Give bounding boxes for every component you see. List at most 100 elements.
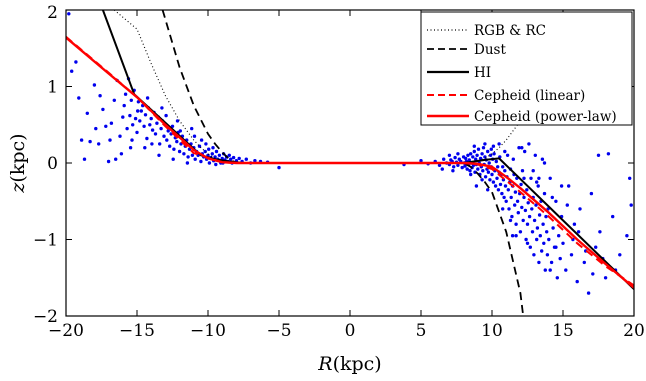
scatter-point	[628, 176, 632, 180]
scatter-point	[447, 153, 452, 157]
scatter-point	[159, 126, 163, 131]
scatter-point	[541, 222, 545, 226]
scatter-point	[514, 222, 518, 226]
scatter-point	[197, 144, 202, 148]
scatter-point	[575, 279, 579, 284]
scatter-point	[119, 152, 124, 156]
scatter-point	[533, 153, 537, 157]
scatter-point	[480, 178, 484, 182]
scatter-point	[488, 153, 493, 157]
scatter-point	[440, 167, 444, 171]
scatter-point	[128, 146, 133, 150]
scatter-point	[214, 162, 218, 167]
y-tick-label: 0	[47, 154, 58, 174]
y-axis-label: z(kpc)	[7, 133, 29, 193]
scatter-point	[535, 226, 540, 230]
scatter-points	[67, 12, 633, 295]
scatter-point	[531, 169, 535, 173]
scatter-point	[518, 230, 523, 234]
scatter-point	[79, 138, 84, 142]
scatter-point	[543, 268, 547, 272]
scatter-point	[537, 260, 541, 265]
scatter-point	[98, 94, 102, 98]
scatter-point	[160, 106, 164, 110]
scatter-point	[244, 157, 248, 161]
scatter-point	[510, 214, 514, 219]
scatter-point	[480, 152, 484, 156]
scatter-point	[464, 156, 468, 161]
x-tick-label: 20	[623, 321, 645, 341]
x-axis-label-unit: (kpc)	[333, 353, 382, 375]
y-tick-label: −1	[33, 231, 58, 251]
scatter-point	[472, 149, 476, 154]
scatter-point	[521, 218, 525, 223]
x-axis-label: R(kpc)	[317, 353, 381, 375]
scatter-point	[155, 121, 159, 125]
scatter-point	[506, 188, 510, 192]
scatter-point	[149, 116, 153, 121]
scatter-point	[207, 147, 211, 151]
scatter-point	[118, 134, 122, 138]
scatter-point	[528, 245, 532, 249]
scatter-point	[569, 253, 574, 257]
scatter-point	[582, 260, 586, 265]
scatter-point	[503, 184, 508, 188]
scatter-point	[501, 165, 505, 169]
scatter-point	[190, 153, 195, 157]
scatter-point	[486, 149, 490, 154]
scatter-point	[133, 116, 138, 121]
scatter-point	[532, 253, 536, 257]
scatter-point	[145, 136, 149, 141]
scatter-point	[150, 128, 155, 132]
scatter-point	[463, 164, 467, 168]
scatter-point	[629, 203, 633, 207]
scatter-point	[501, 207, 505, 211]
scatter-point	[217, 153, 222, 157]
legend-label-dust: Dust	[474, 42, 506, 58]
scatter-point	[501, 178, 506, 182]
legend-box	[420, 11, 633, 126]
scatter-point	[229, 157, 233, 161]
scatter-point	[545, 230, 549, 234]
x-axis-label-var: R	[317, 353, 332, 375]
scatter-point	[559, 184, 564, 188]
scatter-point	[551, 226, 555, 230]
scatter-point	[442, 157, 446, 161]
scatter-point	[502, 195, 506, 200]
scatter-point	[564, 268, 568, 272]
scatter-point	[561, 241, 565, 245]
scatter-point	[122, 103, 126, 108]
x-tick-label: −5	[266, 321, 291, 341]
scatter-point	[237, 156, 241, 161]
y-axis-label-unit: (kpc)	[7, 133, 29, 182]
model-lines	[66, 10, 634, 316]
scatter-point	[494, 159, 498, 164]
scatter-point	[104, 124, 108, 128]
scatter-point	[123, 92, 128, 96]
series-line-cepheid-power-law	[66, 36, 634, 289]
scatter-point	[525, 188, 529, 192]
scatter-point	[145, 96, 150, 100]
scatter-point	[469, 172, 473, 177]
scatter-point	[507, 207, 511, 211]
scatter-point	[596, 153, 601, 157]
x-tick-label: 15	[552, 321, 574, 341]
scatter-point	[527, 214, 532, 219]
scatter-point	[625, 234, 629, 238]
scatter-point	[497, 142, 501, 146]
scatter-point	[558, 256, 562, 261]
legend-label-cepheid-power-law: Cepheid (power-law)	[474, 109, 617, 125]
scatter-point	[492, 152, 496, 156]
scatter-point	[193, 157, 197, 161]
scatter-point	[511, 157, 515, 161]
scatter-point	[483, 142, 487, 146]
scatter-point	[555, 276, 559, 280]
scatter-point	[74, 60, 78, 64]
scatter-point	[486, 188, 490, 192]
scatter-point	[491, 180, 496, 184]
scatter-point	[510, 234, 515, 238]
scatter-point	[203, 149, 207, 154]
scatter-point	[253, 159, 257, 163]
scatter-point	[534, 203, 538, 207]
scatter-point	[82, 157, 87, 161]
